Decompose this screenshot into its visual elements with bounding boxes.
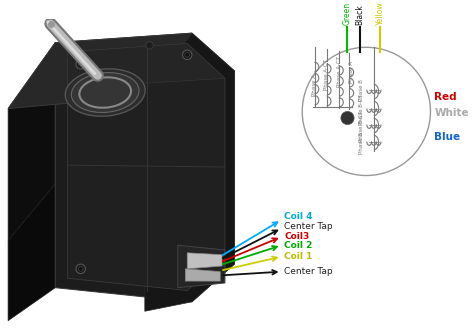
Text: Blue: Blue xyxy=(434,132,460,142)
Text: Center Tap: Center Tap xyxy=(284,222,333,231)
Text: Yellow: Yellow xyxy=(376,1,385,25)
Text: Phase A-CT: Phase A-CT xyxy=(337,56,341,87)
Polygon shape xyxy=(8,184,55,321)
Circle shape xyxy=(76,59,85,69)
Circle shape xyxy=(185,271,190,276)
Circle shape xyxy=(182,50,192,59)
Text: Phase B: Phase B xyxy=(358,79,364,101)
Circle shape xyxy=(70,48,78,56)
Text: Red: Red xyxy=(434,92,457,102)
Text: Coil 4: Coil 4 xyxy=(284,212,313,221)
Text: Phase B-CT: Phase B-CT xyxy=(358,111,364,142)
Ellipse shape xyxy=(65,69,145,116)
Polygon shape xyxy=(67,43,225,290)
Ellipse shape xyxy=(72,73,139,113)
Polygon shape xyxy=(187,253,222,269)
Polygon shape xyxy=(178,245,225,288)
Text: Phase A-CT: Phase A-CT xyxy=(324,59,329,90)
Text: Center Tap: Center Tap xyxy=(284,267,333,276)
Text: Phase B-CT: Phase B-CT xyxy=(358,94,364,125)
Polygon shape xyxy=(55,33,234,302)
Circle shape xyxy=(76,264,85,274)
Circle shape xyxy=(182,269,192,278)
Text: Phase A: Phase A xyxy=(312,74,317,96)
Text: Coil 2: Coil 2 xyxy=(284,241,313,250)
Circle shape xyxy=(341,112,354,124)
Text: Phase B: Phase B xyxy=(358,132,364,154)
Text: Coil 1: Coil 1 xyxy=(284,252,313,261)
Circle shape xyxy=(302,47,430,176)
Circle shape xyxy=(146,42,153,49)
Text: Black: Black xyxy=(355,4,364,25)
Text: Green: Green xyxy=(343,2,352,25)
Circle shape xyxy=(78,267,83,271)
Polygon shape xyxy=(185,269,220,281)
Circle shape xyxy=(185,52,190,57)
Polygon shape xyxy=(8,42,55,241)
Text: White: White xyxy=(434,108,469,118)
Text: Phase A: Phase A xyxy=(349,61,354,83)
Circle shape xyxy=(78,62,83,67)
Polygon shape xyxy=(145,33,234,311)
Polygon shape xyxy=(67,43,225,85)
Polygon shape xyxy=(8,33,192,109)
Text: Coil3: Coil3 xyxy=(284,232,310,241)
